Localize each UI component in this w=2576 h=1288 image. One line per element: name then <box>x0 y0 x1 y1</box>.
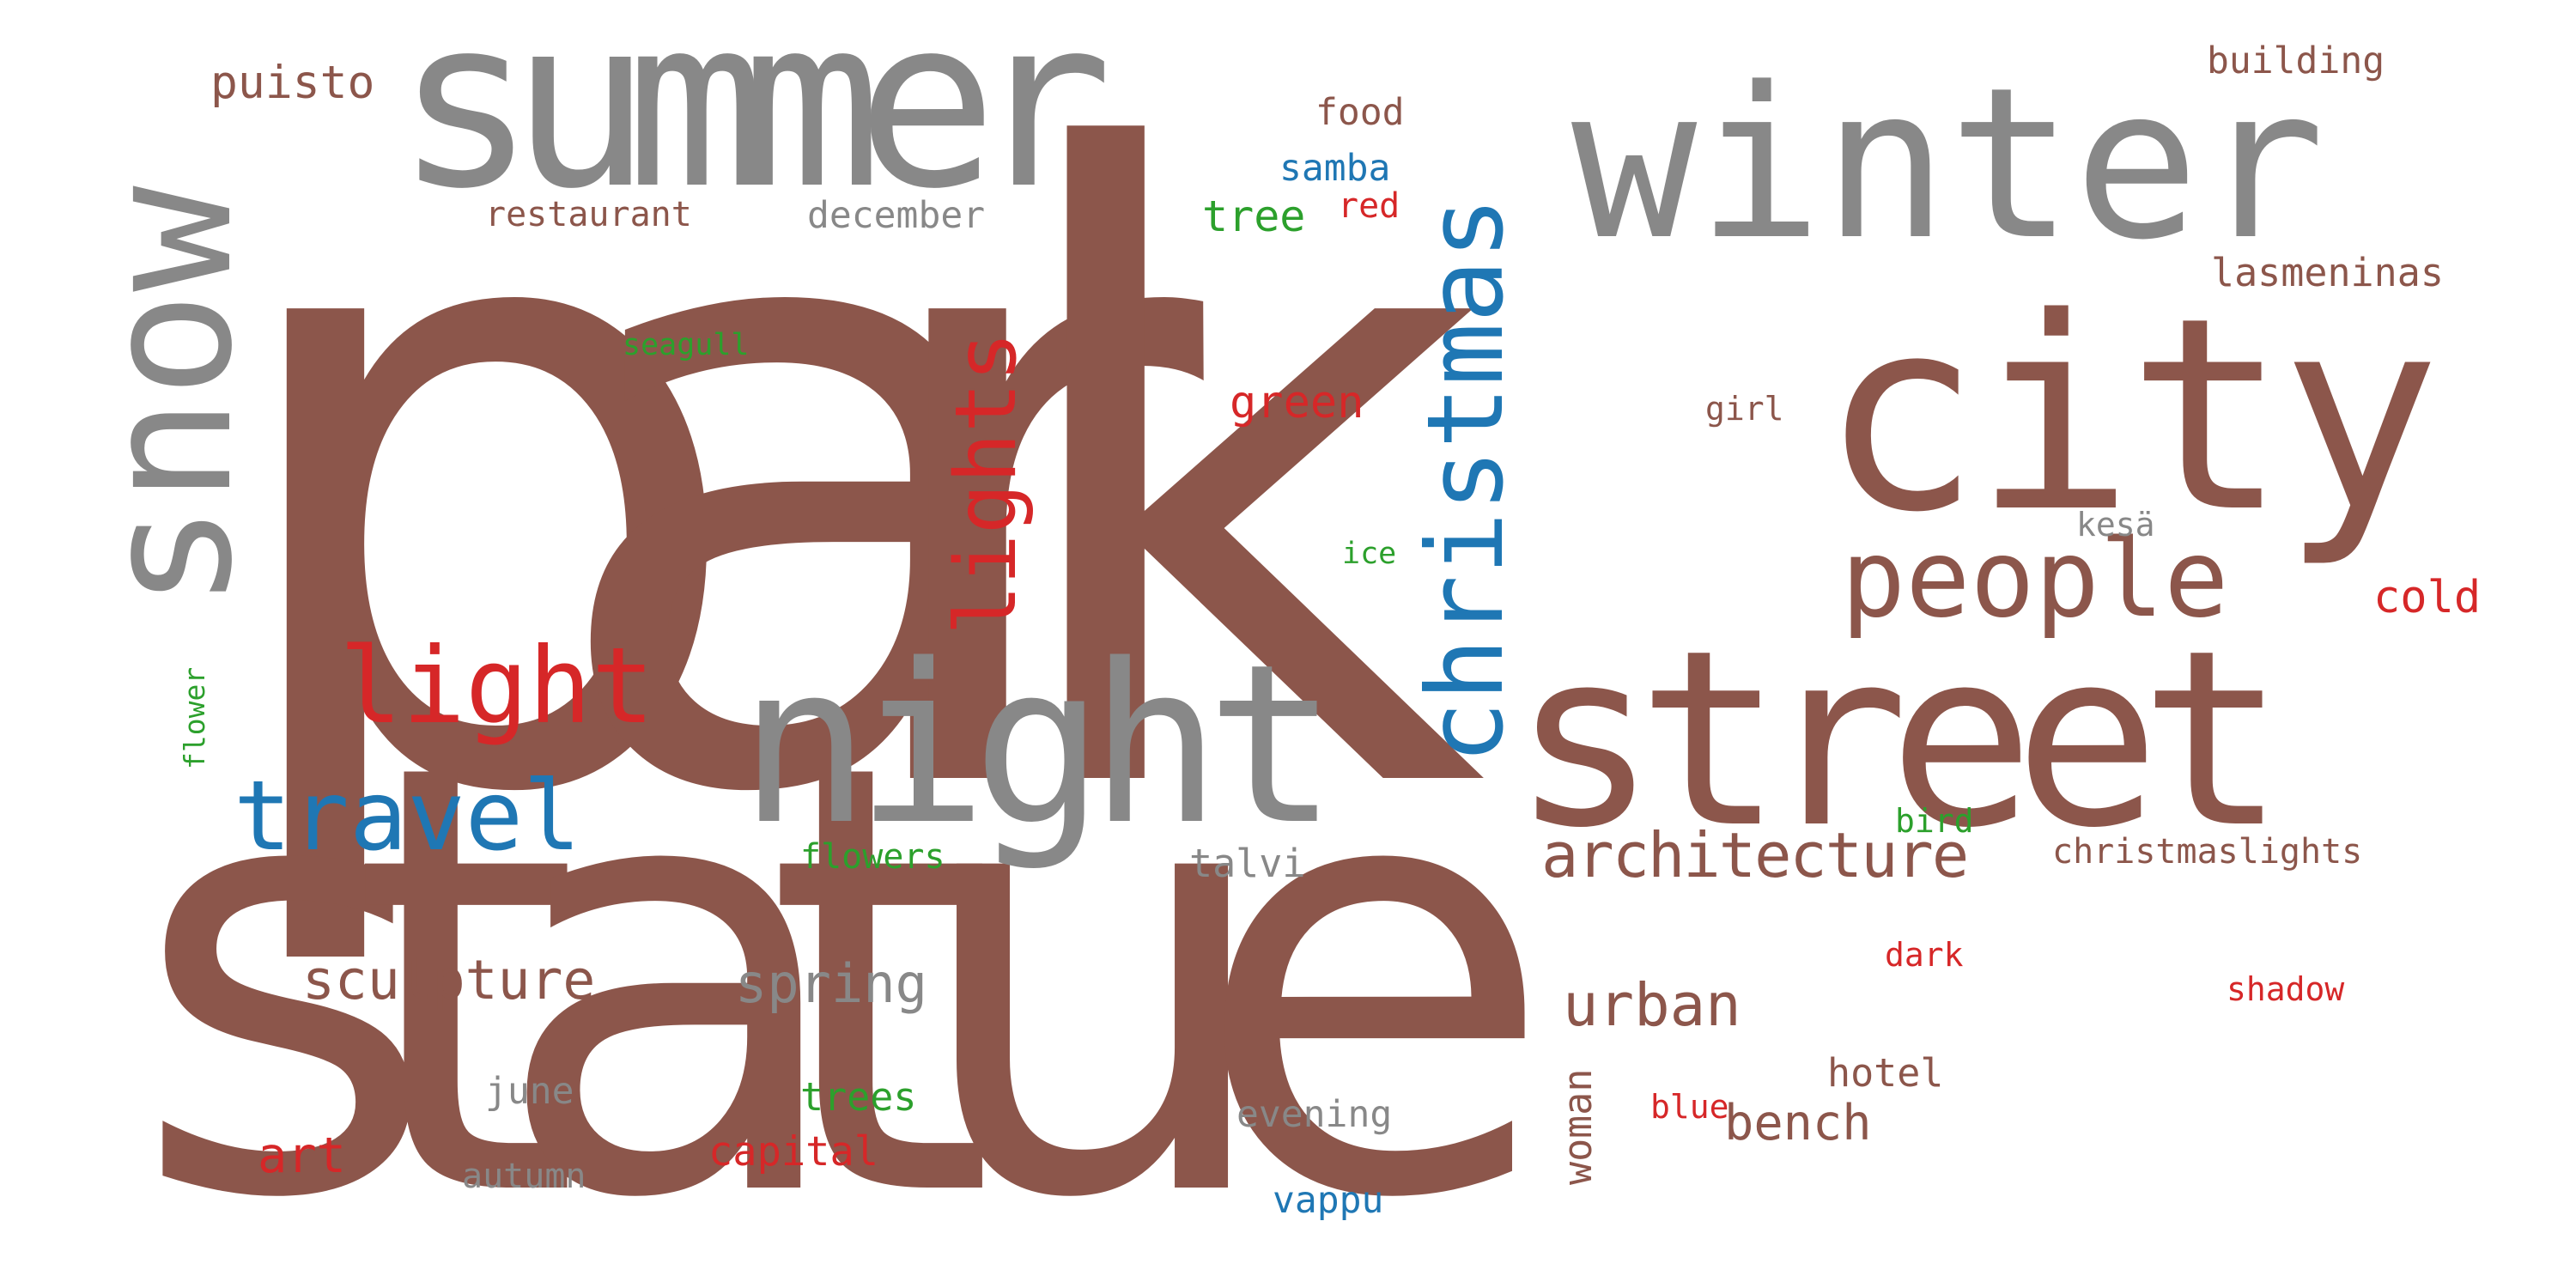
word-evening: evening <box>1236 1093 1393 1136</box>
word-lasmeninas: lasmeninas <box>2211 250 2444 295</box>
word-sculpture: sculpture <box>302 949 596 1012</box>
word-lights: lights <box>938 331 1036 635</box>
word-december: december <box>807 194 986 237</box>
word-dark: dark <box>1885 936 1964 974</box>
word-bench: bench <box>1724 1095 1872 1151</box>
word-bird: bird <box>1895 802 1974 840</box>
word-autumn: autumn <box>462 1157 586 1196</box>
word-christmas: christmas <box>1405 196 1527 764</box>
word-red: red <box>1338 186 1400 226</box>
word-night: night <box>738 617 1339 873</box>
word-architecture: architecture <box>1541 819 1969 891</box>
word-puisto: puisto <box>210 57 375 109</box>
word-people: people <box>1841 517 2229 641</box>
word-city: city <box>1820 261 2441 571</box>
word-travel: travel <box>234 761 581 872</box>
word-snow: snow <box>67 185 271 610</box>
word-restaurant: restaurant <box>485 195 692 234</box>
word-tree: tree <box>1202 191 1306 241</box>
word-woman: woman <box>1555 1068 1601 1185</box>
word-hotel: hotel <box>1827 1050 1944 1096</box>
word-urban: urban <box>1563 971 1741 1040</box>
word-ice: ice <box>1342 537 1397 571</box>
word-kesa: kesä <box>2076 506 2155 544</box>
word-building: building <box>2207 39 2385 82</box>
word-green: green <box>1230 377 1364 428</box>
word-street: street <box>1511 598 2286 881</box>
word-light: light <box>339 625 655 747</box>
word-trees: trees <box>800 1074 917 1120</box>
word-flowers: flowers <box>800 837 945 877</box>
word-blue: blue <box>1650 1088 1729 1126</box>
word-winter: winter <box>1571 43 2325 286</box>
word-shadow: shadow <box>2227 970 2345 1008</box>
word-june: june <box>485 1070 574 1113</box>
word-summer: summer <box>395 0 1113 240</box>
word-capital: capital <box>708 1128 879 1176</box>
word-art: art <box>258 1127 346 1184</box>
word-seagull: seagull <box>623 328 750 362</box>
word-vappu: vappu <box>1273 1179 1384 1222</box>
word-samba: samba <box>1279 147 1391 190</box>
word-girl: girl <box>1705 390 1784 428</box>
word-statue: statue <box>131 638 1556 1288</box>
word-food: food <box>1315 91 1405 134</box>
word-talvi: talvi <box>1189 841 1306 886</box>
word-flower: flower <box>178 666 211 769</box>
word-christmaslights: christmaslights <box>2052 832 2363 872</box>
word-cold: cold <box>2373 572 2482 623</box>
word-spring: spring <box>735 952 927 1015</box>
